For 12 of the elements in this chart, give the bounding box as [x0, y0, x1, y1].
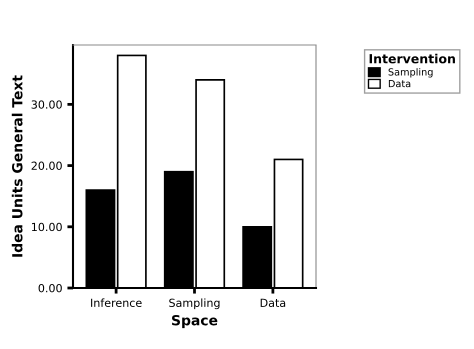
x-tick-label: Inference [91, 298, 142, 308]
y-axis-title: Idea Units General Text [12, 75, 23, 257]
x-axis-title: Space [172, 314, 218, 328]
x-tick-label: Data [260, 298, 286, 308]
y-tick-label: 30.00 [32, 100, 62, 109]
y-tick-label: 20.00 [32, 162, 62, 170]
legend-label: Sampling [388, 68, 433, 78]
y-tick-label: 0.00 [38, 284, 62, 292]
legend-title: Intervention [370, 54, 455, 64]
x-tick-label: Sampling [169, 298, 220, 310]
y-tick-label: 10.00 [32, 222, 62, 232]
legend-label: Data [388, 80, 410, 88]
